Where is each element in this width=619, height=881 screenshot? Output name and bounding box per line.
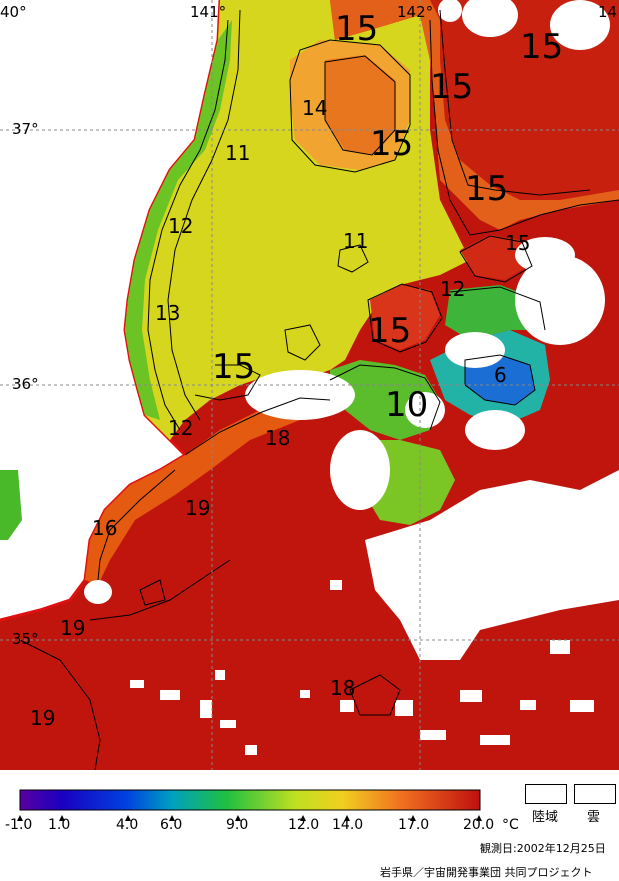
colorbar-tick-label: 14.0 [332, 817, 364, 833]
contour-label: 12 [168, 416, 193, 440]
sea-red-blob-mid [370, 285, 440, 350]
contour-label: 12 [440, 277, 465, 301]
contour-label: 19 [60, 616, 85, 640]
colorbar-ticks [17, 815, 482, 821]
sst-map-svg: 40° 141° 142° 14 37° 36° 35° 15 15 15 15… [0, 0, 619, 770]
colorbar-tick-label: 6.0 [160, 817, 183, 833]
contour-label: 15 [430, 67, 473, 107]
contour-label: 15 [370, 124, 413, 164]
contour-label: 14 [302, 96, 327, 120]
contour-lines [19, 9, 619, 770]
observation-date: 観測日:2002年12月25日 [480, 842, 606, 855]
contour-label: 10 [385, 385, 428, 425]
lon-label-142: 142° [397, 3, 433, 21]
colorbar [17, 789, 482, 821]
contour-label: 18 [330, 676, 355, 700]
contour-label: 6 [494, 363, 507, 387]
contour-label: 19 [185, 496, 210, 520]
contour-label: 11 [225, 141, 250, 165]
credit-text: 岩手県／宇宙開発事業団 共同プロジェクト [380, 866, 593, 879]
contour-label: 15 [520, 27, 563, 67]
cloud-legend-box [574, 784, 616, 804]
contour-label: 15 [465, 169, 508, 209]
colorbar-tick-label: 20.0 [463, 817, 495, 833]
sea-red-blob-ne [460, 235, 530, 280]
contour-label: 16 [92, 516, 117, 540]
graticule [0, 0, 619, 770]
contour-label: 13 [155, 301, 180, 325]
contour-label: 15 [335, 9, 378, 49]
contour-label: 12 [168, 214, 193, 238]
contour-label: 15 [368, 311, 411, 351]
contour-label: 18 [265, 426, 290, 450]
legend-area: -1.0 1.0 4.0 6.0 9.0 12.0 14.0 17.0 20.0… [0, 770, 619, 881]
colorbar-tick-label: 1.0 [48, 817, 71, 833]
colorbar-tick-label: 12.0 [288, 817, 320, 833]
lat-label-35: 35° [12, 630, 39, 648]
cloud-specks [130, 580, 594, 755]
lat-label-37: 37° [12, 120, 39, 138]
colorbar-tick-label: 4.0 [116, 817, 139, 833]
colorbar-tick-label: -1.0 [5, 817, 33, 833]
sea-blue-region [465, 355, 535, 405]
lat-label-36: 36° [12, 375, 39, 393]
lon-label-140: 40° [0, 3, 27, 21]
land-legend-label: 陸域 [532, 810, 559, 825]
contour-label: 11 [343, 229, 368, 253]
sea-red-northeast [430, 0, 619, 200]
land-area [0, 0, 220, 620]
colorbar-unit: °C [502, 817, 519, 833]
contour-label: 19 [30, 706, 55, 730]
colorbar-tick-label: 9.0 [226, 817, 249, 833]
sst-map: 40° 141° 142° 14 37° 36° 35° 15 15 15 15… [0, 0, 619, 770]
cloud-legend-label: 雲 [587, 810, 601, 825]
contour-label: 15 [212, 347, 255, 387]
cloud-areas [84, 0, 619, 660]
land-legend-box [525, 784, 567, 804]
lon-label-141: 141° [190, 3, 226, 21]
lon-label-143: 14 [598, 3, 617, 21]
sea-green-coastal [125, 20, 232, 420]
left-edge-patch [0, 470, 22, 540]
colorbar-tick-label: 17.0 [398, 817, 430, 833]
contour-label: 15 [505, 231, 530, 255]
colorbar-gradient [19, 789, 481, 811]
